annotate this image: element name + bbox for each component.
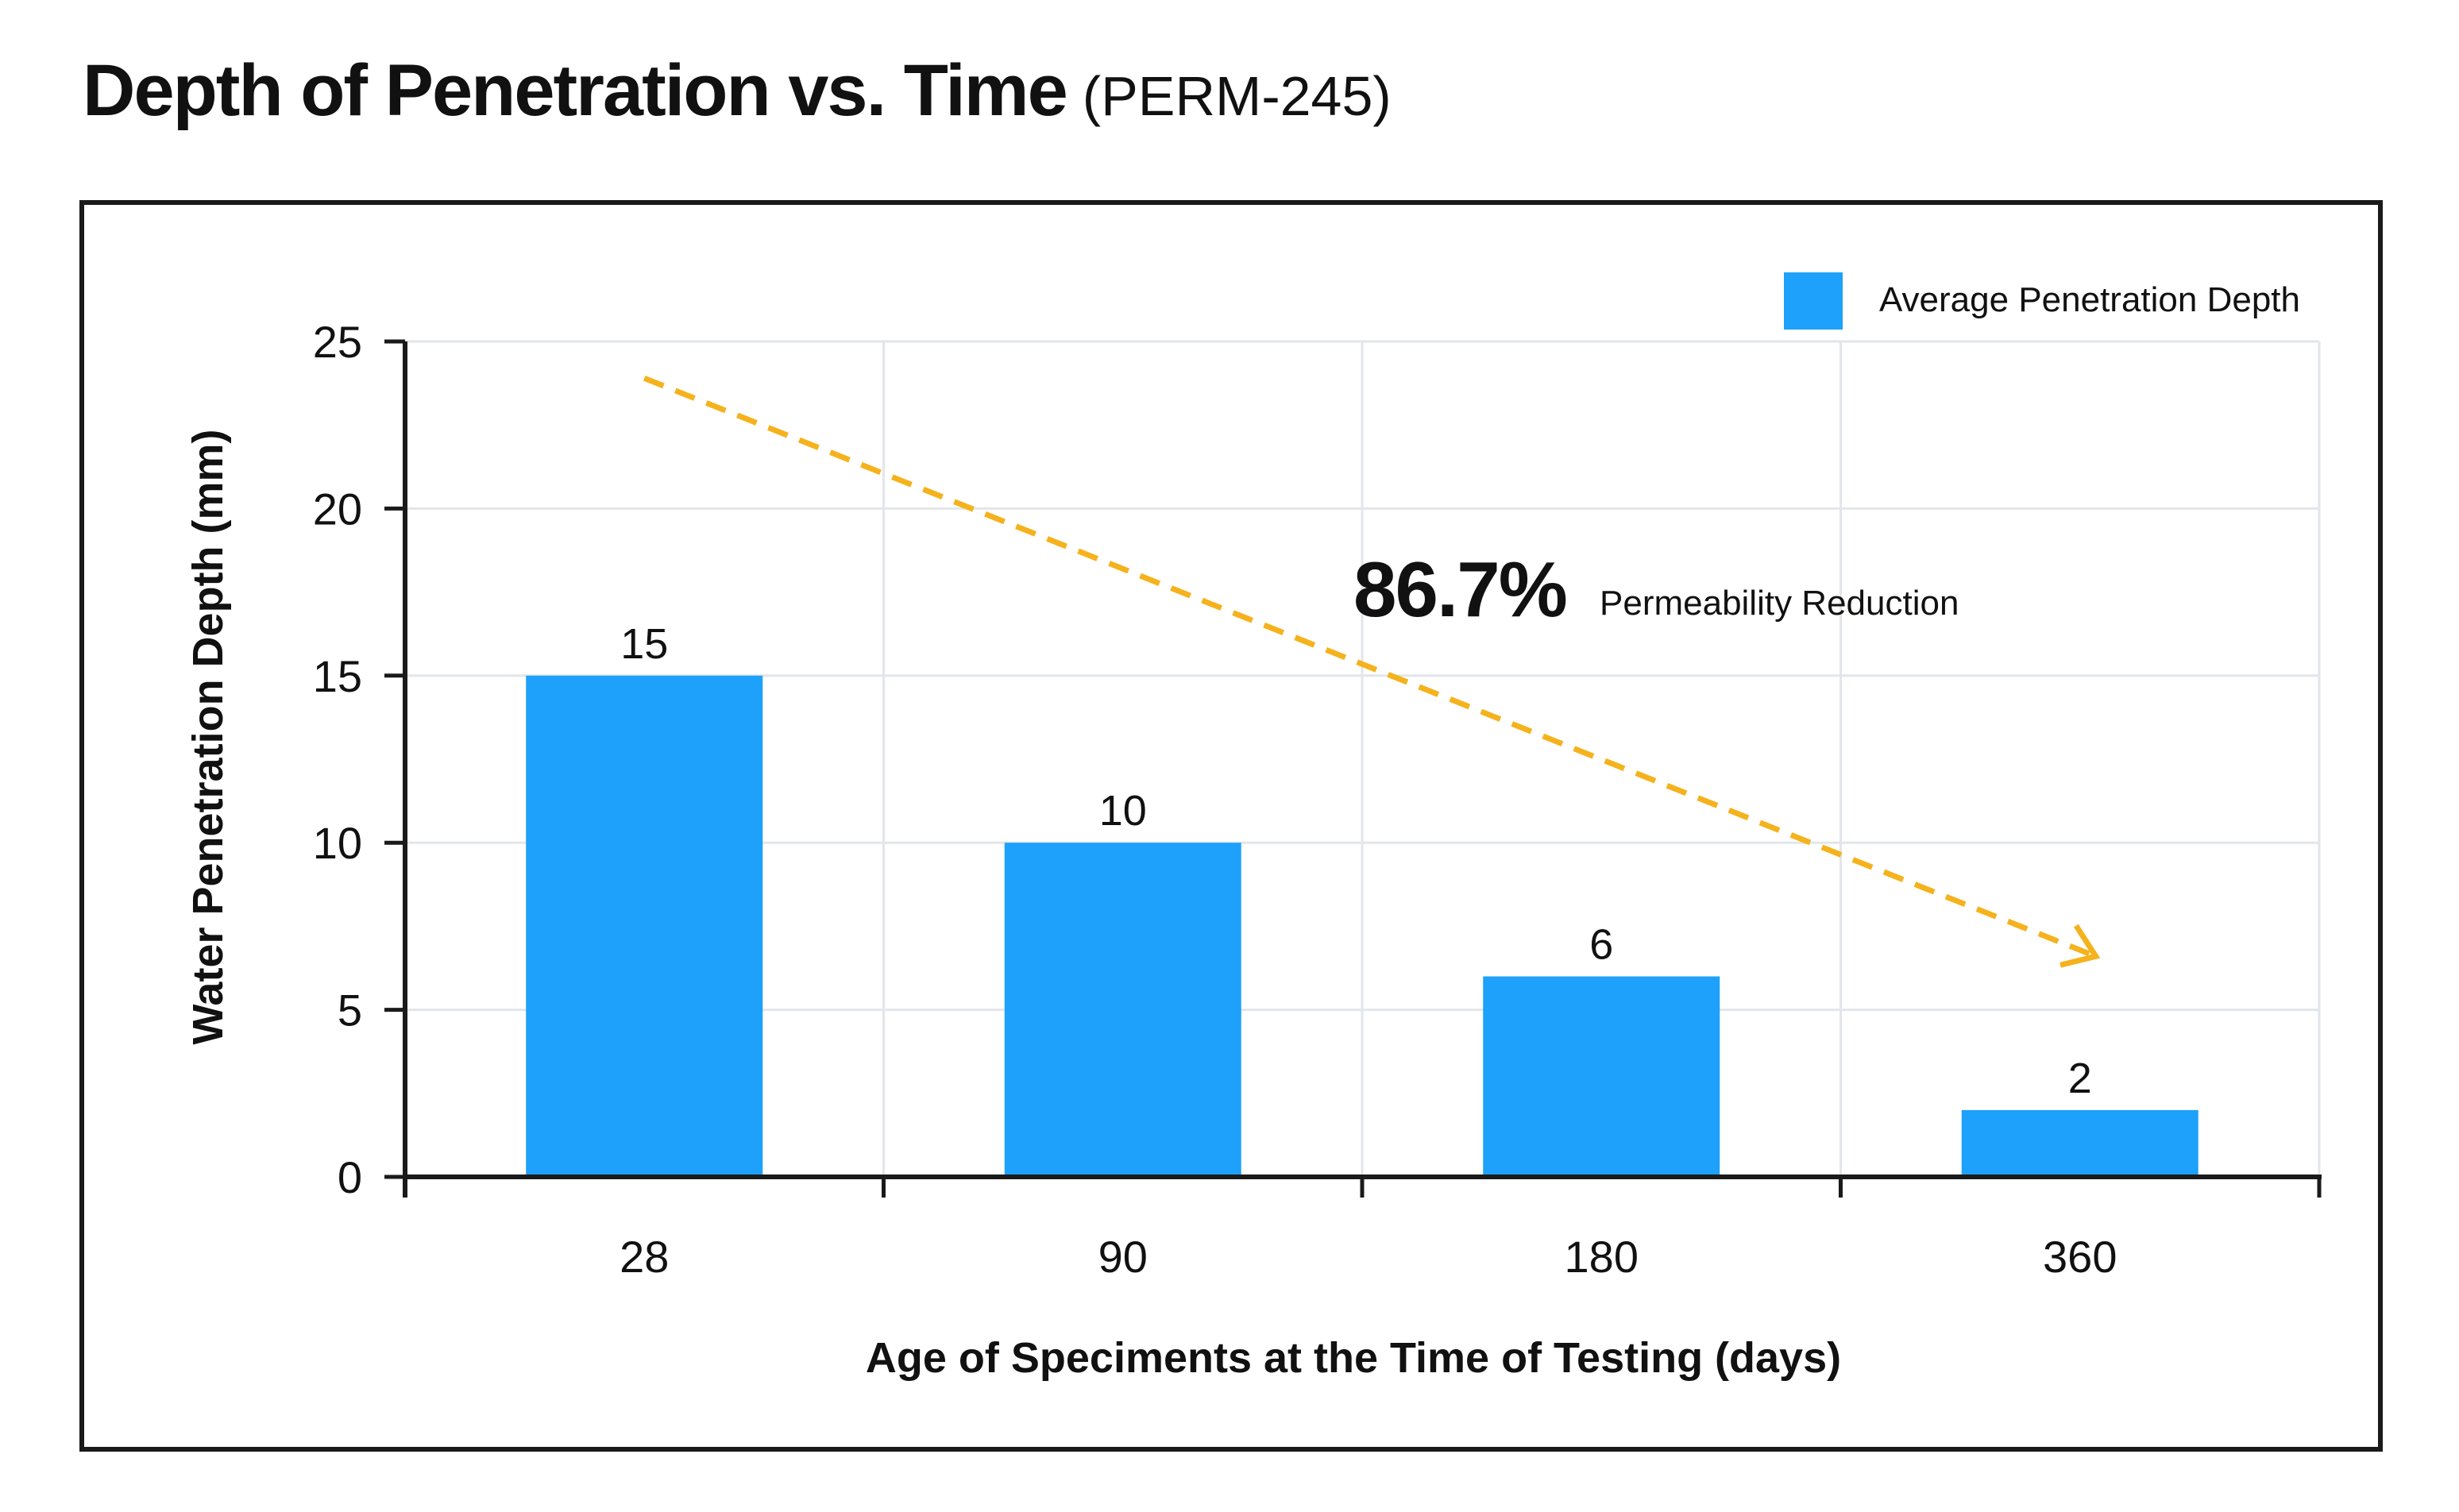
chart-title: Depth of Penetration vs. Time <box>83 50 1068 131</box>
x-tick-label: 28 <box>620 1232 669 1282</box>
trend-line <box>643 376 2098 959</box>
y-tick-label: 25 <box>313 317 362 367</box>
bar-value-label: 10 <box>1099 787 1147 835</box>
bar <box>1483 976 1720 1177</box>
y-tick-label: 15 <box>313 651 362 701</box>
bar <box>1961 1109 2198 1177</box>
legend-swatch <box>1784 272 1843 330</box>
trend-arrow <box>643 376 2101 968</box>
bar <box>1004 843 1241 1177</box>
bars <box>526 675 2198 1177</box>
bar-value-label: 2 <box>2068 1055 2092 1102</box>
y-tick-label: 5 <box>338 986 362 1036</box>
y-tick-label: 0 <box>338 1152 362 1202</box>
chart-subtitle: (PERM-245) <box>1082 65 1392 127</box>
x-axis-title: Age of Speciments at the Time of Testing… <box>866 1334 1841 1382</box>
y-tick-label: 20 <box>313 484 362 534</box>
y-axis-title: Water Penetration Depth (mm) <box>184 429 232 1044</box>
annotation: 86.7% Permeability Reduction <box>1353 546 1959 633</box>
y-tick-label: 10 <box>313 818 362 868</box>
annotation-label: Permeability Reduction <box>1600 584 1959 623</box>
x-tick-label: 360 <box>2043 1232 2117 1282</box>
x-tick-label: 90 <box>1098 1232 1148 1282</box>
bar-value-label: 6 <box>1589 921 1613 969</box>
legend: Average Penetration Depth <box>1784 272 2300 330</box>
x-tick-label: 180 <box>1565 1232 1639 1282</box>
trend-arrowhead <box>2059 924 2101 968</box>
annotation-value: 86.7% <box>1353 546 1566 633</box>
legend-label: Average Penetration Depth <box>1879 280 2300 319</box>
axes <box>384 339 2322 1198</box>
bar <box>526 675 763 1177</box>
chart-title-row: Depth of Penetration vs. Time (PERM-245) <box>83 49 1392 152</box>
chart-frame <box>79 200 2383 1452</box>
bar-value-label: 15 <box>620 620 668 668</box>
